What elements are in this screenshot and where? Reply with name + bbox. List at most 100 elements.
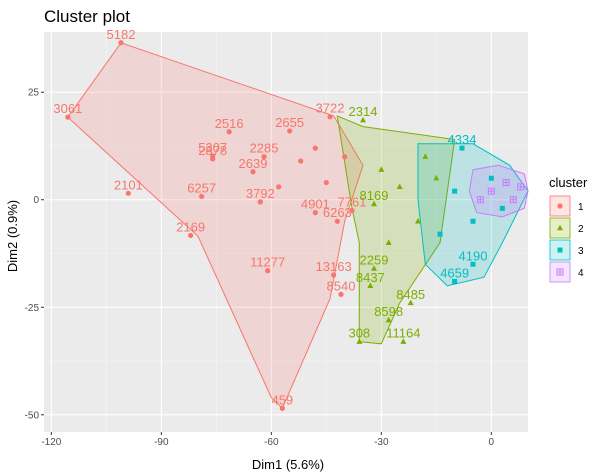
cluster-3-point	[470, 261, 476, 267]
cluster-4-point	[509, 196, 517, 204]
x-axis-title: Dim1 (5.6%)	[252, 457, 324, 472]
cluster-1-point	[265, 268, 271, 274]
point-label: 8169	[360, 188, 389, 203]
cluster-4-point	[517, 183, 525, 191]
cluster-1-point	[65, 114, 71, 120]
cluster-1-hull	[67, 42, 364, 410]
cluster-4-point	[476, 196, 484, 204]
point-label: 2878	[198, 143, 227, 158]
x-tick-label: -30	[374, 437, 389, 448]
y-tick-label: -50	[25, 410, 40, 421]
cluster-1-point	[298, 158, 304, 164]
x-tick-label: -60	[264, 437, 279, 448]
cluster-1-point	[312, 210, 318, 216]
cluster-2-point	[356, 338, 363, 344]
plot-panel	[44, 32, 528, 432]
x-axis-ticks: -120 -90 -60 -30 0	[41, 432, 495, 448]
point-label: 2655	[275, 115, 304, 130]
point-label: 2169	[176, 219, 205, 234]
cluster-1-point	[287, 128, 293, 134]
legend-label-4: 4	[578, 268, 584, 279]
cluster-4-point	[487, 187, 495, 195]
legend-label-2: 2	[578, 224, 584, 235]
cluster-2-point	[400, 338, 407, 344]
point-label: 3722	[316, 101, 345, 116]
y-tick-label: -25	[25, 303, 40, 314]
cluster-1-point	[338, 291, 344, 297]
legend-label-3: 3	[578, 246, 584, 257]
point-label: 2101	[114, 177, 143, 192]
cluster-1-point	[276, 184, 282, 190]
cluster-3-point	[452, 278, 458, 284]
cluster-2-point	[371, 265, 377, 271]
point-label: 7761	[338, 194, 367, 209]
y-axis-title: Dim2 (0.9%)	[5, 200, 20, 272]
cluster-1-point	[257, 199, 263, 205]
legend: cluster 1 2 3 4	[549, 175, 588, 283]
point-label: 4334	[448, 132, 477, 147]
point-label: 13163	[316, 259, 352, 274]
point-label: 4190	[459, 248, 488, 263]
cluster-1-point	[334, 218, 340, 224]
cluster-2-point	[433, 174, 440, 181]
point-label: 8598	[374, 304, 403, 319]
cluster-2-hull	[336, 115, 456, 345]
legend-title: cluster	[549, 175, 588, 190]
cluster-3-hull	[417, 143, 529, 287]
cluster-2-point	[415, 217, 421, 224]
cluster-1-point	[349, 207, 355, 214]
cluster-hulls	[67, 42, 529, 410]
point-label: 6263	[323, 205, 352, 220]
point-label: 2285	[250, 141, 279, 156]
cluster-1-point	[312, 145, 318, 151]
cluster-2-point	[367, 282, 374, 288]
point-label: 2639	[239, 156, 268, 171]
legend-marker-1	[557, 203, 563, 209]
cluster-1-point	[261, 154, 267, 160]
cluster-2-point	[378, 166, 385, 172]
cluster-4-hull	[468, 164, 529, 218]
point-label: 11164	[386, 326, 420, 341]
point-label: 5307	[198, 140, 227, 155]
legend-marker-2	[557, 224, 563, 231]
cluster-3-point	[437, 231, 443, 237]
point-label: 4901	[301, 197, 330, 212]
cluster-1-point	[331, 272, 337, 278]
y-tick-label: 25	[28, 88, 40, 99]
cluster-2-point	[422, 153, 429, 159]
point-label: 2516	[215, 116, 244, 131]
point-label: 5182	[107, 27, 136, 42]
cluster-1-point	[279, 405, 285, 411]
x-tick-label: -90	[154, 437, 169, 448]
cluster-1-point	[188, 232, 194, 239]
cluster-2-point	[385, 316, 392, 323]
cluster-2-point	[407, 299, 414, 306]
cluster-1-point	[327, 114, 333, 120]
data-points	[65, 40, 525, 411]
cluster-2-point	[396, 183, 403, 190]
point-label: 8540	[327, 278, 356, 293]
y-tick-label: 0	[33, 195, 39, 206]
cluster-3-point	[499, 205, 505, 211]
legend-label-1: 1	[578, 202, 584, 213]
cluster-1-point	[210, 156, 216, 162]
cluster-1-point	[226, 129, 232, 135]
point-label: 3792	[246, 186, 275, 201]
point-label: 3061	[53, 101, 82, 116]
cluster-3-point	[488, 175, 494, 181]
x-tick-label: -120	[41, 437, 61, 448]
cluster-2-point	[385, 239, 392, 245]
cluster-2-point	[360, 116, 366, 123]
cluster-2-point	[371, 200, 377, 207]
y-axis-ticks: -50 -25 0 25	[25, 88, 44, 421]
point-label: 11277	[250, 255, 285, 270]
cluster-1-point	[323, 179, 329, 186]
point-label: 6257	[187, 180, 216, 195]
legend-marker-3	[557, 247, 563, 253]
cluster-1-point	[342, 154, 348, 160]
point-label: 4659	[440, 265, 469, 280]
legend-marker-4	[556, 268, 564, 276]
point-label: 2314	[349, 104, 378, 119]
